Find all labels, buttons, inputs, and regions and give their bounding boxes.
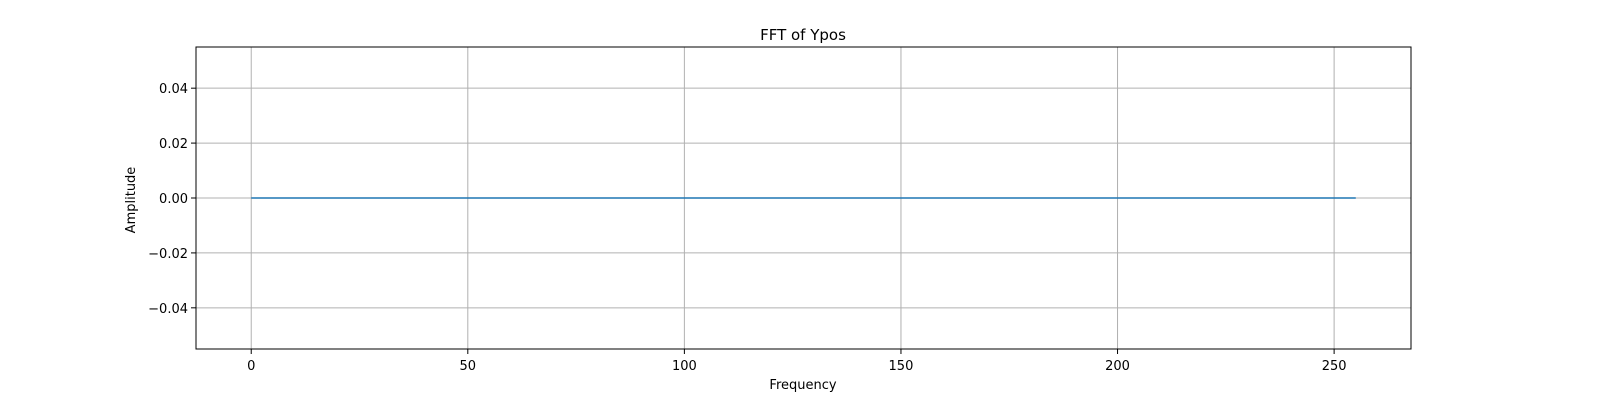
x-tick-label: 50: [460, 359, 477, 374]
x-tick-label: 200: [1105, 359, 1130, 374]
y-tick-label: 0.04: [159, 82, 188, 97]
x-tick-label: 0: [247, 359, 255, 374]
x-axis-label: Frequency: [769, 378, 836, 393]
y-tick-label: −0.04: [148, 302, 188, 317]
y-axis-label: Amplitude: [124, 167, 139, 234]
ticks-layer: 0 50 100 150 200 250 −0.04 −0.02 0.00 0.02 0.04: [148, 82, 1346, 374]
x-tick-label: 250: [1322, 359, 1347, 374]
y-tick-label: 0.00: [159, 192, 188, 207]
x-tick-label: 100: [672, 359, 697, 374]
chart-title: FFT of Ypos: [760, 26, 846, 44]
y-tick-label: 0.02: [159, 137, 188, 152]
x-tick-label: 150: [889, 359, 914, 374]
y-tick-label: −0.02: [148, 247, 188, 262]
